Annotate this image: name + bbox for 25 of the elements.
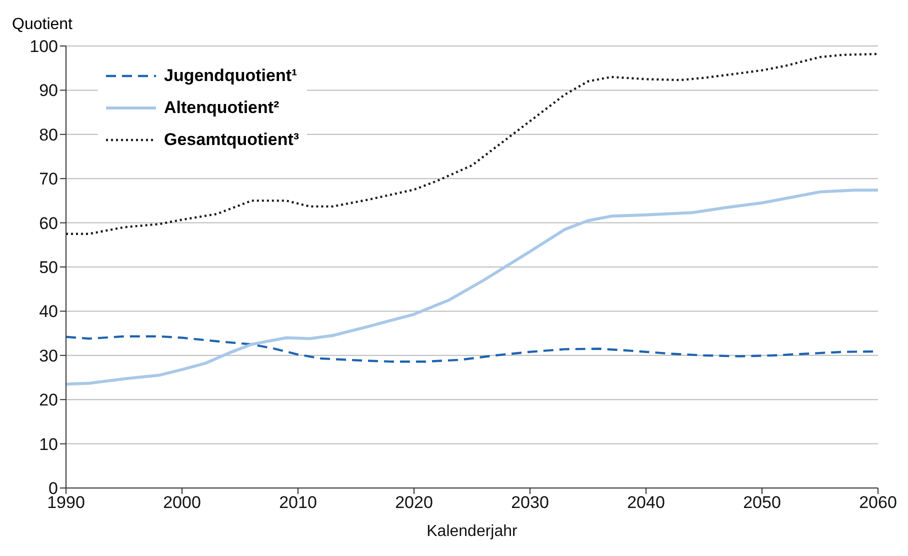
x-axis-title: Kalenderjahr (426, 523, 518, 540)
legend-label: Gesamtquotient³ (164, 130, 300, 150)
line-series (66, 52, 878, 235)
y-tick-label: 10 (39, 434, 58, 454)
x-tick-label: 2060 (859, 493, 897, 512)
line-series (66, 188, 878, 386)
x-tick-label: 2010 (279, 493, 317, 512)
x-tick-label: 2040 (627, 493, 665, 512)
y-axis-title: Quotient (12, 16, 72, 34)
y-tick-label: 70 (39, 170, 58, 189)
x-tick-label: 2020 (395, 493, 433, 512)
legend-label: Jugendquotient¹ (164, 66, 298, 86)
y-tick-label: 40 (39, 302, 58, 322)
legend-label: Altenquotient² (164, 98, 280, 118)
x-tick-label: 2030 (511, 493, 549, 512)
y-tick-label: 80 (39, 125, 58, 144)
x-tick-label: 1990 (47, 493, 85, 512)
y-tick-label: 50 (39, 258, 58, 278)
y-tick-label: 100 (30, 37, 58, 56)
y-tick-label: 30 (39, 346, 58, 366)
y-tick-label: 60 (39, 214, 58, 233)
y-tick-label: 20 (39, 390, 58, 410)
y-tick-label: 90 (39, 81, 58, 100)
x-tick-label: 2000 (163, 493, 201, 512)
x-tick-label: 2050 (743, 493, 781, 512)
